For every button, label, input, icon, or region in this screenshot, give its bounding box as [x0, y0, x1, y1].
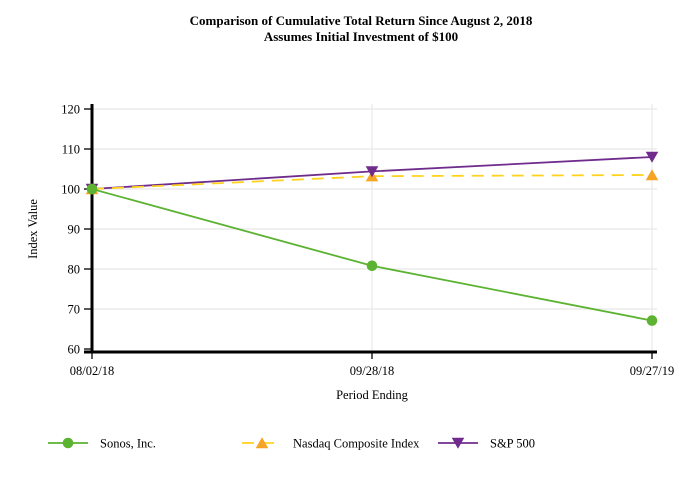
x-axis-title: Period Ending — [336, 388, 409, 402]
x-tick-label: 09/28/18 — [350, 364, 394, 378]
x-tick-label: 08/02/18 — [70, 364, 114, 378]
x-tick-label: 09/27/19 — [630, 364, 674, 378]
y-tick-label: 110 — [62, 142, 80, 156]
marker-nasdaq-composite-index — [645, 169, 659, 181]
y-tick-label: 80 — [68, 262, 81, 276]
marker-s-p-500 — [365, 166, 379, 178]
marker-s-p-500 — [645, 151, 659, 163]
y-tick-label: 60 — [68, 342, 81, 356]
legend-marker-sonos-inc — [62, 437, 74, 449]
chart-title: Comparison of Cumulative Total Return Si… — [189, 13, 533, 28]
marker-sonos-inc — [646, 315, 658, 326]
legend-marker-nasdaq-composite-index — [255, 437, 269, 449]
y-tick-label: 90 — [68, 222, 81, 236]
y-axis-title: Index Value — [26, 199, 40, 259]
chart-subtitle: Assumes Initial Investment of $100 — [263, 29, 459, 44]
y-tick-label: 100 — [61, 182, 80, 196]
legend-marker-s-p-500 — [451, 437, 465, 449]
legend-label-nasdaq-composite-index: Nasdaq Composite Index — [293, 437, 420, 451]
y-tick-label: 70 — [68, 302, 81, 316]
legend-label-s-p-500: S&P 500 — [490, 437, 535, 451]
chart-title-block: Comparison of Cumulative Total Return Si… — [0, 13, 684, 45]
y-tick-label: 120 — [61, 102, 80, 116]
legend-label-sonos-inc: Sonos, Inc. — [100, 437, 156, 451]
marker-sonos-inc — [86, 183, 98, 195]
marker-sonos-inc — [366, 260, 378, 272]
